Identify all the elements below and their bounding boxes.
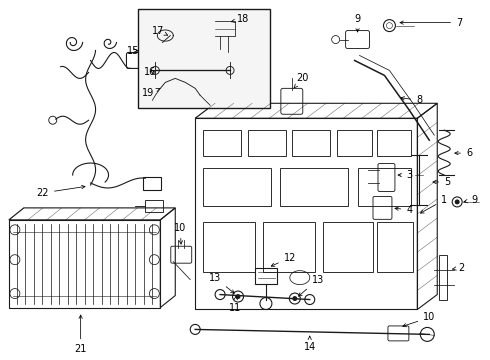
Text: 3: 3 (398, 170, 413, 180)
Text: 9: 9 (354, 14, 361, 32)
Circle shape (236, 294, 241, 299)
Text: 17: 17 (152, 26, 168, 36)
Text: 4: 4 (395, 205, 413, 215)
Bar (323, 222, 372, 272)
Text: 1: 1 (420, 195, 447, 213)
Bar (203, 168, 271, 206)
Text: 9: 9 (464, 195, 477, 205)
Bar (377, 222, 414, 272)
Text: 13: 13 (209, 273, 234, 293)
Bar (248, 130, 286, 156)
Bar (263, 222, 315, 272)
Text: 5: 5 (433, 177, 450, 187)
Text: 10: 10 (174, 223, 186, 244)
Bar (439, 255, 447, 300)
Bar (292, 130, 330, 156)
Circle shape (293, 296, 297, 301)
Bar (203, 130, 241, 156)
Text: 7: 7 (400, 18, 462, 28)
Text: 18: 18 (231, 14, 249, 24)
Text: 21: 21 (74, 315, 87, 354)
Text: 11: 11 (229, 296, 241, 312)
Text: 20: 20 (294, 73, 309, 88)
Text: 10: 10 (403, 312, 436, 327)
Circle shape (455, 199, 460, 204)
Text: 16: 16 (144, 67, 156, 77)
Bar (358, 168, 412, 206)
Text: 6: 6 (455, 148, 472, 158)
Text: 22: 22 (37, 185, 85, 198)
Bar (146, 200, 163, 212)
Text: 14: 14 (304, 336, 316, 352)
Bar (255, 268, 277, 284)
Text: 15: 15 (127, 45, 140, 55)
Text: 12: 12 (271, 253, 296, 266)
Bar (337, 130, 371, 156)
Bar (280, 168, 347, 206)
Text: 13: 13 (298, 275, 324, 296)
Text: 19: 19 (142, 88, 160, 98)
Bar (144, 177, 161, 190)
Text: 2: 2 (452, 263, 465, 273)
Bar (377, 130, 412, 156)
Bar (138, 9, 270, 108)
Bar (203, 222, 255, 272)
Text: 8: 8 (401, 95, 422, 105)
